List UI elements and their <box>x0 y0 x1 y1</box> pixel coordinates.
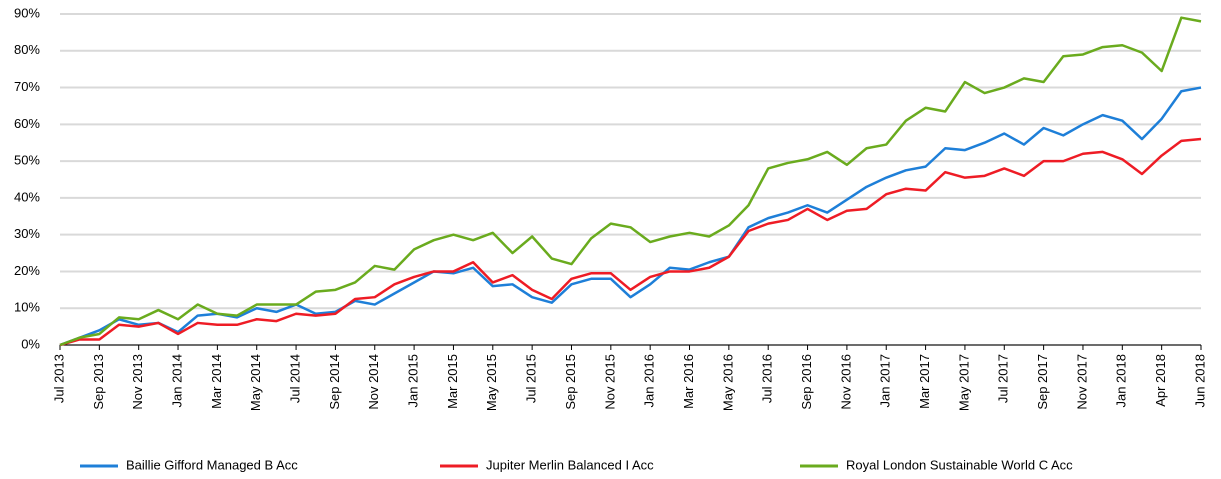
x-tick-label: May 2014 <box>248 354 263 411</box>
x-tick-label: Nov 2013 <box>130 354 145 410</box>
x-tick-label: Sep 2013 <box>91 354 106 410</box>
x-tick-label: Jul 2015 <box>524 354 539 403</box>
x-tick-label: Apr 2018 <box>1153 354 1168 407</box>
y-tick-label: 50% <box>14 153 40 168</box>
x-tick-label: Jan 2015 <box>406 354 421 408</box>
x-tick-label: Nov 2015 <box>602 354 617 410</box>
x-tick-label: Nov 2017 <box>1074 354 1089 410</box>
legend-label: Baillie Gifford Managed B Acc <box>126 457 298 472</box>
x-tick-label: Mar 2017 <box>917 354 932 409</box>
x-tick-label: Jul 2017 <box>996 354 1011 403</box>
x-tick-label: May 2016 <box>720 354 735 411</box>
y-tick-label: 10% <box>14 300 40 315</box>
x-tick-label: Sep 2014 <box>327 354 342 410</box>
series-line <box>59 137 1202 347</box>
x-tick-label: Jan 2014 <box>169 354 184 408</box>
x-tick-label: May 2015 <box>484 354 499 411</box>
x-tick-label: Mar 2016 <box>681 354 696 409</box>
x-tick-label: Jan 2016 <box>642 354 657 408</box>
x-tick-label: Sep 2017 <box>1035 354 1050 410</box>
y-tick-label: 80% <box>14 42 40 57</box>
y-tick-label: 20% <box>14 263 40 278</box>
x-tick-label: Jul 2013 <box>51 354 66 403</box>
y-tick-label: 40% <box>14 189 40 204</box>
x-tick-label: Jun 2018 <box>1192 354 1207 408</box>
series-line <box>59 16 1202 347</box>
x-tick-label: Jan 2017 <box>878 354 893 408</box>
x-tick-label: Mar 2015 <box>445 354 460 409</box>
x-tick-label: Jul 2014 <box>288 354 303 403</box>
y-tick-label: 0% <box>21 336 40 351</box>
series-line <box>59 86 1202 347</box>
x-tick-label: Nov 2016 <box>838 354 853 410</box>
y-tick-label: 30% <box>14 226 40 241</box>
x-tick-label: Jan 2018 <box>1114 354 1129 408</box>
x-tick-label: Sep 2015 <box>563 354 578 410</box>
x-tick-label: Jul 2016 <box>760 354 775 403</box>
y-tick-label: 90% <box>14 5 40 20</box>
x-tick-label: May 2017 <box>956 354 971 411</box>
legend-label: Royal London Sustainable World C Acc <box>846 457 1073 472</box>
x-tick-label: Mar 2014 <box>209 354 224 409</box>
y-tick-label: 70% <box>14 79 40 94</box>
x-tick-label: Sep 2016 <box>799 354 814 410</box>
legend-label: Jupiter Merlin Balanced I Acc <box>486 457 654 472</box>
y-tick-label: 60% <box>14 116 40 131</box>
x-tick-label: Nov 2014 <box>366 354 381 410</box>
